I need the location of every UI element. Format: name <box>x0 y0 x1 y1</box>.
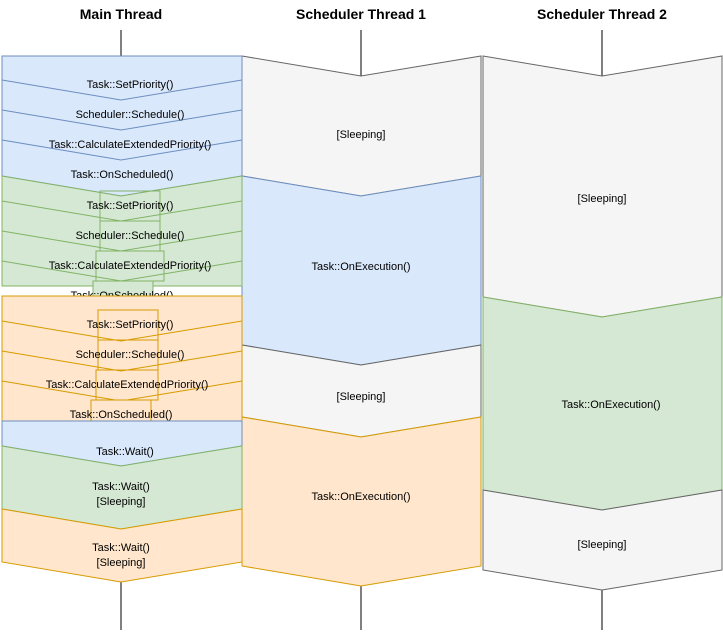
main-green-call-2: Scheduler::Schedule() <box>76 230 185 242</box>
main-blue-call-2: Scheduler::Schedule() <box>76 109 185 121</box>
main-blue-divider-2 <box>1 109 243 131</box>
main-blue-call-1: Task::SetPriority() <box>87 79 174 91</box>
sched2-execution-green-label: Task::OnExecution() <box>561 399 660 411</box>
main-wait-orange-label-2: [Sleeping] <box>97 557 146 569</box>
main-orange-call-2: Scheduler::Schedule() <box>76 349 185 361</box>
main-thread-title: Main Thread <box>79 6 163 22</box>
scheduler-thread-1-title: Scheduler Thread 1 <box>296 6 426 22</box>
scheduler-thread-2-title: Scheduler Thread 2 <box>537 6 667 22</box>
main-blue-call-3: Task::CalculateExtendedPriority() <box>49 139 212 151</box>
main-blue-call-4: Task::OnScheduled() <box>71 169 174 181</box>
sched2-sleep-label-1: [Sleeping] <box>578 193 627 205</box>
main-wait-orange <box>1 508 243 583</box>
main-orange-call-3: Task::CalculateExtendedPriority() <box>46 379 209 391</box>
sched1-execution-orange <box>241 416 482 587</box>
main-wait-orange-label-1: Task::Wait() <box>92 542 150 554</box>
main-blue-divider-1 <box>1 79 243 101</box>
sched2-sleep-label-2: [Sleeping] <box>578 539 627 551</box>
sched1-execution-orange-label: Task::OnExecution() <box>311 491 410 503</box>
main-wait-green-label-1: Task::Wait() <box>92 481 150 493</box>
main-wait-green-label-2: [Sleeping] <box>97 496 146 508</box>
main-orange-call-1: Task::SetPriority() <box>87 319 174 331</box>
main-blue-divider-3 <box>1 139 243 161</box>
sched1-sleep-block-1 <box>241 55 482 197</box>
main-green-call-1: Task::SetPriority() <box>87 200 174 212</box>
main-orange-call-4: Task::OnScheduled() <box>70 409 173 421</box>
sched2-sleep-block-2 <box>482 489 723 591</box>
sched1-sleep-label-2: [Sleeping] <box>337 391 386 403</box>
main-orange-divider-1 <box>1 320 243 342</box>
main-green-call-3: Task::CalculateExtendedPriority() <box>49 260 212 272</box>
sched1-execution-blue-label: Task::OnExecution() <box>311 261 410 273</box>
sched1-sleep-label-1: [Sleeping] <box>337 129 386 141</box>
sched2-sleep-block-1 <box>482 55 723 318</box>
main-orange-divider-2 <box>1 350 243 372</box>
main-wait-blue-label: Task::Wait() <box>96 446 154 458</box>
